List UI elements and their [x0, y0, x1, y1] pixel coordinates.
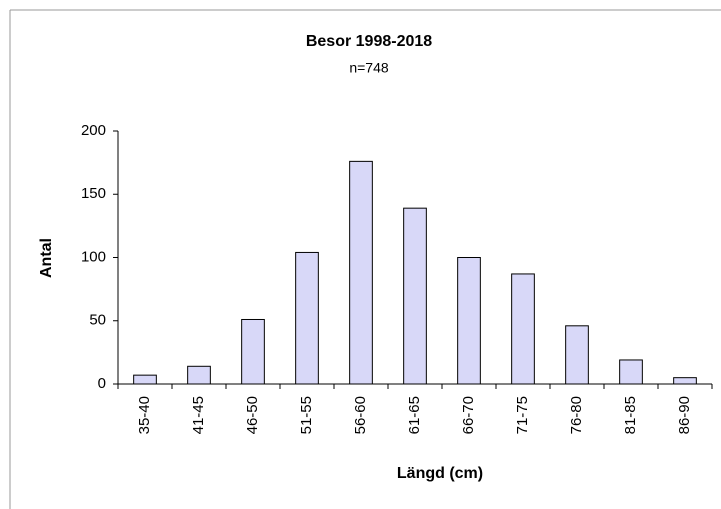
x-tick-label: 81-85 — [622, 396, 639, 434]
y-tick-label: 100 — [81, 248, 106, 265]
bar — [133, 374, 157, 385]
bar — [457, 257, 481, 385]
bar — [619, 359, 643, 385]
bar — [403, 207, 427, 385]
y-tick-label: 50 — [89, 312, 106, 329]
bar — [241, 318, 265, 385]
x-tick-label: 61-65 — [406, 396, 423, 434]
bar — [295, 251, 319, 385]
x-tick-label: 71-75 — [514, 396, 531, 434]
x-tick-label: 46-50 — [244, 396, 261, 434]
chart-subtitle: n=748 — [349, 60, 389, 76]
y-tick-label: 150 — [81, 185, 106, 202]
x-tick-label: 66-70 — [460, 396, 477, 434]
bar — [565, 325, 589, 385]
bar — [673, 377, 697, 385]
y-axis-label: Antal — [38, 238, 55, 278]
x-tick-label: 41-45 — [190, 396, 207, 434]
bar — [349, 160, 373, 385]
x-tick-label: 56-60 — [352, 396, 369, 434]
x-tick-label: 51-55 — [298, 396, 315, 434]
y-tick-label: 200 — [81, 122, 106, 139]
chart-title: Besor 1998-2018 — [306, 33, 432, 50]
y-tick-label: 0 — [98, 375, 106, 392]
bar — [511, 273, 535, 385]
x-tick-label: 76-80 — [568, 396, 585, 434]
x-axis-label: Längd (cm) — [397, 465, 483, 482]
x-tick-label: 86-90 — [676, 396, 693, 434]
x-tick-label: 35-40 — [136, 396, 153, 434]
bar — [187, 365, 211, 385]
